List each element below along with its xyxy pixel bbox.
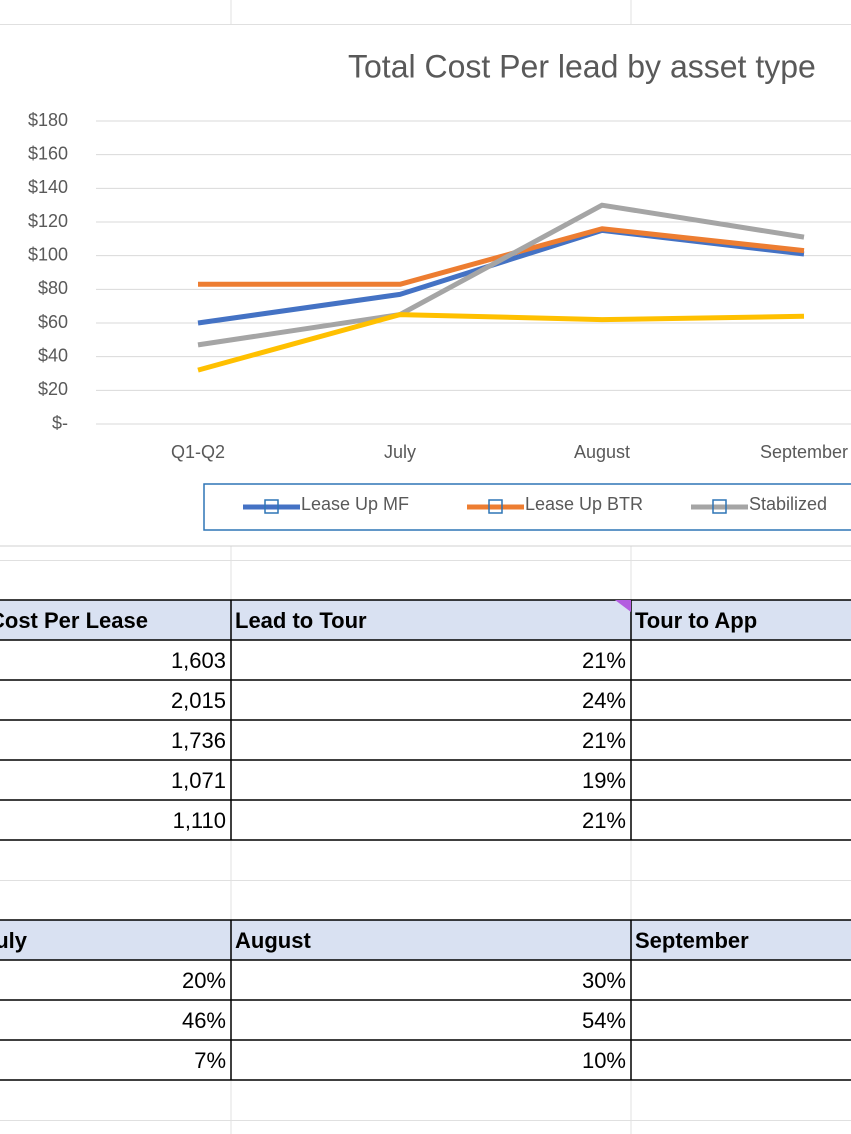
legend-marker bbox=[488, 499, 503, 514]
table-cell: 19% bbox=[582, 768, 626, 793]
table-header-fill bbox=[0, 920, 851, 960]
table-cell: 21% bbox=[582, 728, 626, 753]
table-cell: 20% bbox=[182, 968, 226, 993]
table-cell: 30% bbox=[582, 968, 626, 993]
table-cell: 2,015 bbox=[171, 688, 226, 713]
table-cell: 7% bbox=[194, 1048, 226, 1073]
y-tick-label: $100 bbox=[28, 244, 68, 264]
legend-label: Lease Up MF bbox=[301, 494, 409, 514]
y-tick-label: $140 bbox=[28, 177, 68, 197]
table-cell: 21% bbox=[582, 648, 626, 673]
y-tick-label: $160 bbox=[28, 143, 68, 163]
comment-marker bbox=[615, 600, 631, 612]
legend-marker bbox=[712, 499, 727, 514]
y-tick-label: $20 bbox=[38, 379, 68, 399]
table-header: Lead to Tour bbox=[235, 608, 367, 633]
table-header: Cost Per Lease bbox=[0, 608, 148, 633]
table-cell: 10% bbox=[582, 1048, 626, 1073]
y-tick-label: $180 bbox=[28, 110, 68, 130]
series-line bbox=[197, 202, 805, 348]
table-header: July bbox=[0, 928, 28, 953]
legend-label: Stabilized bbox=[749, 494, 827, 514]
table-header: August bbox=[235, 928, 311, 953]
y-tick-label: $40 bbox=[38, 345, 68, 365]
table-cell: 1,603 bbox=[171, 648, 226, 673]
table-header-fill bbox=[0, 600, 851, 640]
y-tick-label: $- bbox=[52, 413, 68, 433]
legend-label: Lease Up BTR bbox=[525, 494, 643, 514]
table-cell: 24% bbox=[582, 688, 626, 713]
x-tick-label: July bbox=[384, 442, 416, 462]
table-cell: 1,110 bbox=[173, 808, 226, 833]
legend-box bbox=[203, 483, 851, 531]
x-tick-label: Q1-Q2 bbox=[171, 442, 225, 462]
legend-marker bbox=[264, 499, 279, 514]
table-cell: 1,736 bbox=[171, 728, 226, 753]
chart-title: Total Cost Per lead by asset type bbox=[348, 48, 816, 84]
table-header: September bbox=[635, 928, 749, 953]
y-tick-label: $120 bbox=[28, 211, 68, 231]
table-cell: 46% bbox=[182, 1008, 226, 1033]
y-tick-label: $80 bbox=[38, 278, 68, 298]
table-header: Tour to App bbox=[635, 608, 757, 633]
y-tick-label: $60 bbox=[38, 312, 68, 332]
table-cell: 54% bbox=[582, 1008, 626, 1033]
table-cell: 1,071 bbox=[171, 768, 226, 793]
x-tick-label: September bbox=[760, 442, 848, 462]
x-tick-label: August bbox=[574, 442, 630, 462]
series-line bbox=[198, 226, 805, 287]
series-line bbox=[197, 312, 805, 373]
table-cell: 21% bbox=[582, 808, 626, 833]
